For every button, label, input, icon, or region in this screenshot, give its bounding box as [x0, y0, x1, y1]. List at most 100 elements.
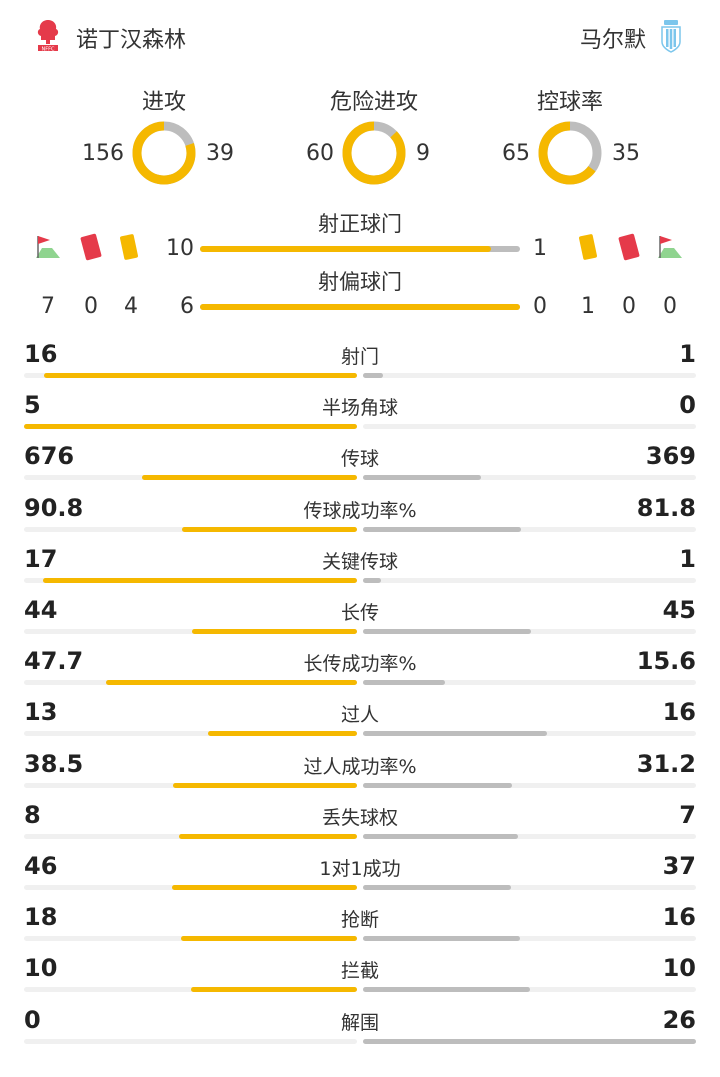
stat-away-bar — [363, 782, 513, 788]
stat-away-value: 26 — [662, 1005, 696, 1034]
stat-away-bar — [363, 373, 383, 378]
away-red-card — [616, 232, 642, 266]
stat-home-value: 44 — [24, 596, 58, 624]
stat-away-bar — [363, 833, 519, 839]
stat-away-value: 16 — [662, 903, 696, 932]
stat-label: 传球 — [340, 448, 379, 471]
stat-label: 长传 — [340, 602, 379, 624]
stat-row: 44 长传 45 — [0, 596, 720, 649]
shots-off-target-label: 射偏球门 — [318, 270, 402, 294]
stat-home-value: 5 — [24, 391, 41, 420]
stat-away-track — [363, 936, 696, 942]
stat-away-track — [363, 1038, 696, 1044]
stat-row: 46 1对1成功 37 — [0, 852, 720, 905]
ring-away-value: 9 — [416, 141, 430, 166]
stat-home-bar — [141, 475, 357, 481]
stat-home-bar — [42, 577, 357, 583]
stat-away-bar — [363, 885, 512, 890]
stat-away-value: 369 — [645, 442, 696, 471]
stat-label: 拦截 — [340, 960, 379, 983]
shots-on-target-home-fill — [200, 246, 491, 252]
shots-off-target-home-value: 6 — [180, 294, 194, 319]
stat-away-bar — [363, 680, 446, 686]
stat-away-value: 1 — [679, 544, 696, 573]
stat-label: 丢失球权 — [321, 806, 398, 829]
home-red-cards-count: 0 — [84, 294, 98, 319]
stat-away-value: 16 — [662, 698, 696, 727]
away-team-name[interactable]: 马尔默 — [579, 28, 646, 53]
stat-away-value: 15.6 — [636, 647, 696, 676]
shots-on-target-bar — [200, 246, 520, 252]
stat-home-bar — [24, 424, 357, 430]
stat-away-value: 45 — [662, 596, 696, 624]
stat-row: 13 过人 16 — [0, 698, 720, 751]
stat-home-value: 90.8 — [24, 493, 84, 522]
stat-away-track — [363, 424, 696, 430]
ring-away-value: 39 — [206, 141, 234, 166]
stat-row: 38.5 过人成功率% 31.2 — [0, 749, 720, 803]
stat-home-track — [24, 680, 357, 686]
stat-home-value: 13 — [24, 698, 58, 727]
stat-home-track — [24, 1038, 357, 1044]
shots-on-target-home-value: 10 — [166, 236, 194, 261]
stat-home-value: 18 — [24, 903, 58, 932]
stat-home-value: 16 — [24, 340, 58, 368]
stat-away-value: 10 — [662, 954, 696, 983]
away-corners-count: 0 — [663, 294, 677, 319]
stat-home-track — [24, 424, 357, 430]
home-red-card — [78, 232, 104, 266]
stat-away-bar — [363, 475, 481, 481]
stat-away-track — [363, 782, 696, 788]
away-corner-flag — [656, 234, 684, 264]
stat-label: 半场角球 — [321, 397, 398, 420]
ring-label: 危险进攻 — [329, 90, 418, 115]
stat-row: 16 射门 1 — [0, 340, 720, 393]
stat-away-value: 7 — [679, 800, 696, 829]
ring-label: 进攻 — [141, 90, 186, 115]
shots-on-target-away-value: 1 — [533, 236, 547, 261]
stat-label: 关键传球 — [321, 550, 398, 573]
svg-text:NFFC: NFFC — [42, 47, 55, 53]
red-card-icon — [80, 233, 102, 261]
stat-label: 传球成功率% — [303, 499, 417, 522]
stat-home-track — [24, 526, 357, 532]
stat-home-value: 0 — [24, 1005, 41, 1034]
stat-home-track — [24, 936, 357, 942]
home-team-name[interactable]: 诺丁汉森林 — [76, 28, 187, 53]
ring-home-arc — [342, 121, 406, 185]
stat-row: 5 半场角球 0 — [0, 391, 720, 444]
shots-off-target-home-fill — [200, 304, 520, 310]
stat-home-value: 38.5 — [24, 749, 84, 778]
stat-home-value: 17 — [24, 544, 58, 573]
stat-row: 676 传球 369 — [0, 442, 720, 495]
stat-home-value: 676 — [24, 442, 75, 471]
stat-row: 8 丢失球权 7 — [0, 800, 720, 854]
away-red-cards-count: 0 — [622, 294, 636, 319]
stat-away-bar — [363, 629, 532, 634]
stat-home-track — [24, 577, 357, 583]
stat-home-track — [24, 833, 357, 839]
ring-home-value: 65 — [502, 141, 530, 166]
stat-away-value: 31.2 — [636, 749, 696, 778]
stat-away-bar — [363, 1038, 696, 1044]
yellow-card-icon — [579, 234, 597, 260]
ring-away-value: 35 — [612, 141, 640, 166]
away-team-logo — [658, 18, 684, 54]
ring-home-arc — [132, 121, 196, 185]
stat-row: 18 抢断 16 — [0, 903, 720, 956]
stat-away-bar — [363, 936, 520, 942]
stat-home-track — [24, 885, 357, 890]
stat-home-track — [24, 731, 357, 737]
ring-donut — [132, 121, 196, 185]
stat-away-track — [363, 475, 696, 481]
shots-off-target-away-value: 0 — [533, 294, 547, 319]
malmo-crest-icon — [661, 20, 681, 53]
stat-home-track — [24, 782, 357, 788]
stat-label: 长传成功率% — [303, 653, 417, 676]
shots-off-target-bar — [200, 304, 520, 310]
stat-away-value: 0 — [679, 391, 696, 420]
home-team-logo: NFFC — [34, 18, 62, 54]
stat-row: 0 解围 26 — [0, 1005, 720, 1059]
stat-home-value: 10 — [24, 954, 58, 983]
stat-away-value: 81.8 — [636, 493, 696, 522]
